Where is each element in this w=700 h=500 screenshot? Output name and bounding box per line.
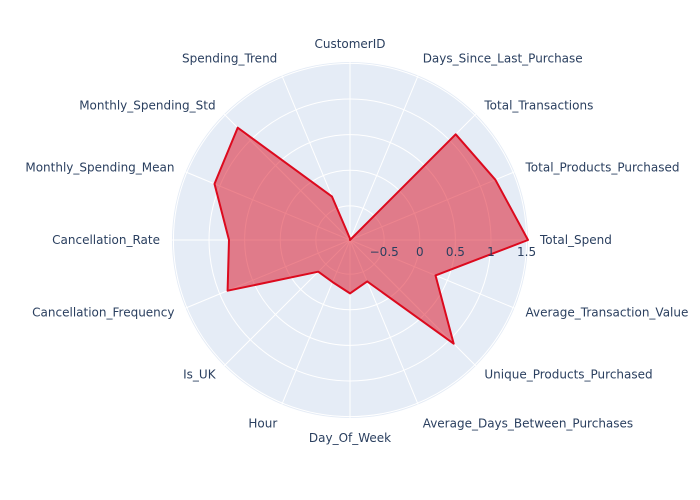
category-label: Total_Products_Purchased — [525, 160, 680, 174]
data-layer — [213, 126, 529, 345]
category-label: Days_Since_Last_Purchase — [423, 52, 583, 66]
radial-ticks: −0.5 0 0.5 1 1.5 — [370, 245, 537, 259]
radial-tick-label: 0 — [416, 245, 424, 259]
category-labels: CustomerID Days_Since_Last_Purchase Total_… — [25, 37, 688, 445]
radial-tick-label: 1 — [487, 245, 495, 259]
category-label: Hour — [248, 417, 277, 431]
category-label: Cancellation_Frequency — [32, 306, 174, 320]
category-label: Monthly_Spending_Std — [79, 99, 215, 113]
category-label: CustomerID — [314, 37, 385, 51]
series-line — [213, 126, 529, 345]
category-label: Average_Transaction_Value — [526, 306, 689, 320]
category-label: Average_Days_Between_Purchases — [423, 417, 633, 431]
category-label: Monthly_Spending_Mean — [25, 160, 174, 174]
category-label: Total_Transactions — [483, 99, 593, 113]
category-label: Total_Spend — [539, 233, 612, 247]
radial-tick-label: 0.5 — [446, 245, 465, 259]
series-fill — [214, 127, 528, 344]
radial-tick-label: −0.5 — [370, 245, 399, 259]
category-label: Cancellation_Rate — [52, 233, 160, 247]
radial-tick-label: 1.5 — [517, 245, 536, 259]
category-label: Unique_Products_Purchased — [484, 367, 652, 381]
category-label: Day_Of_Week — [309, 431, 391, 445]
category-label: Is_UK — [183, 367, 217, 381]
category-label: Spending_Trend — [182, 52, 277, 66]
spoke-1 — [349, 75, 419, 241]
